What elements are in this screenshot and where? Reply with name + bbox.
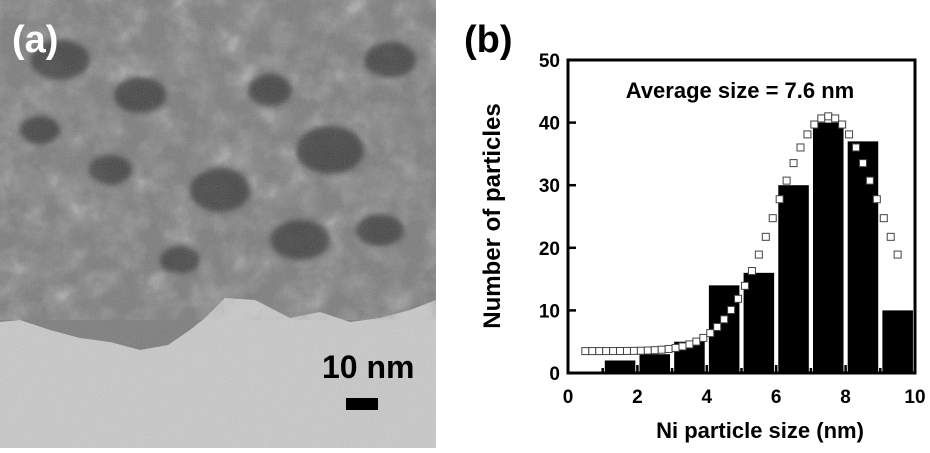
- fit-point: [595, 347, 604, 356]
- fit-point: [879, 214, 888, 223]
- size-distribution-panel: (b) 0 10 20 30 40 50 0 2 4 6 8 10 Average size = 7.…: [440, 0, 930, 448]
- fit-point: [810, 120, 819, 129]
- fit-point: [817, 114, 826, 123]
- histogram-bar: [639, 354, 671, 373]
- fit-point: [706, 329, 715, 338]
- fit-point: [629, 346, 638, 355]
- fit-point: [671, 343, 680, 352]
- histogram-bar: [778, 185, 809, 373]
- panel-b-label: (b): [464, 19, 513, 61]
- fit-point: [858, 159, 867, 168]
- tem-micrograph-panel: (a) 10 nm: [0, 0, 436, 448]
- fit-point: [747, 267, 756, 276]
- x-tick-label: 0: [563, 387, 574, 408]
- plot-area: 0 10 20 30 40 50 0 2 4 6 8 10: [539, 51, 926, 408]
- x-tick-label: 8: [840, 387, 851, 408]
- fit-point: [720, 315, 729, 324]
- fit-point: [713, 322, 722, 331]
- histogram-bar: [604, 360, 636, 373]
- tem-micrograph: (a) 10 nm: [0, 0, 436, 448]
- size-distribution-chart: (b) 0 10 20 30 40 50 0 2 4 6 8 10 Average size = 7.…: [464, 19, 926, 443]
- histogram-bar: [847, 141, 879, 373]
- fit-point: [782, 176, 791, 185]
- fit-point: [678, 342, 687, 351]
- fit-point: [609, 347, 618, 356]
- fit-point: [845, 130, 854, 139]
- fit-point: [622, 346, 631, 355]
- scale-bar-label: 10 nm: [322, 349, 414, 385]
- fit-point: [852, 143, 861, 152]
- fit-point: [650, 346, 659, 355]
- fit-point: [761, 232, 770, 241]
- x-tick-label: 4: [702, 387, 713, 408]
- y-tick-label: 40: [539, 114, 560, 135]
- fit-point: [657, 345, 666, 354]
- fit-point: [740, 281, 749, 290]
- x-axis-label: Ni particle size (nm): [656, 418, 864, 443]
- y-tick-label: 20: [539, 239, 560, 260]
- histogram-bar: [882, 310, 913, 373]
- fit-point: [803, 130, 812, 139]
- x-tick-label: 2: [632, 387, 643, 408]
- y-axis-label: Number of particles: [479, 103, 506, 328]
- fit-point: [893, 250, 902, 259]
- fit-point: [616, 347, 625, 356]
- fit-point: [838, 120, 847, 129]
- fit-point: [796, 143, 805, 152]
- x-tick-label: 6: [771, 387, 782, 408]
- fit-point: [699, 333, 708, 342]
- fit-point: [692, 337, 701, 346]
- fit-point: [734, 294, 743, 303]
- x-tick-label: 10: [904, 387, 925, 408]
- fit-point: [824, 112, 833, 121]
- y-tick-label: 10: [539, 301, 560, 322]
- fit-point: [872, 195, 881, 204]
- fit-point: [685, 340, 694, 349]
- chart-annotation: Average size = 7.6 nm: [626, 78, 854, 103]
- panel-a-label: (a): [12, 19, 58, 61]
- fit-point: [636, 346, 645, 355]
- fit-point: [754, 250, 763, 259]
- fit-point: [886, 232, 895, 241]
- fit-point: [664, 344, 673, 353]
- y-tick-label: 50: [539, 51, 560, 72]
- fit-point: [831, 114, 840, 123]
- fit-point: [588, 347, 597, 356]
- fit-point: [602, 347, 611, 356]
- scale-bar: [346, 398, 378, 410]
- fit-point: [789, 159, 798, 168]
- fit-point: [768, 214, 777, 223]
- histogram-bar: [812, 122, 844, 373]
- fit-point: [581, 347, 590, 356]
- fit-point: [775, 195, 784, 204]
- fit-point: [727, 305, 736, 314]
- y-tick-label: 30: [539, 176, 560, 197]
- fit-point: [643, 346, 652, 355]
- y-tick-label: 0: [549, 364, 560, 385]
- fit-point: [865, 176, 874, 185]
